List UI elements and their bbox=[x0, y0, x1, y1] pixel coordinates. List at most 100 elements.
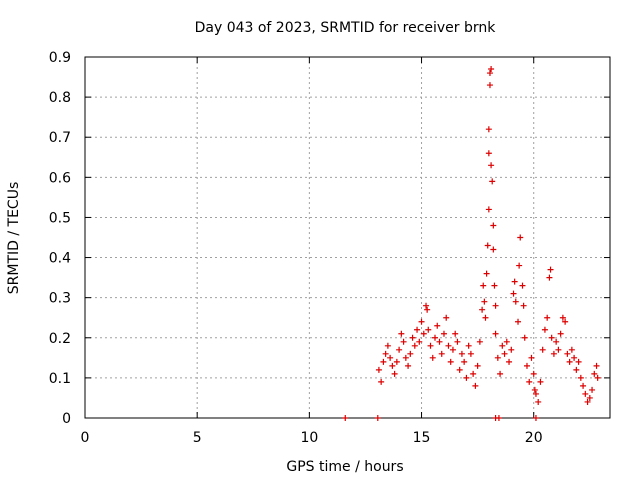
data-point-marker bbox=[555, 346, 562, 353]
y-tick-label: 0 bbox=[62, 411, 71, 427]
x-tick-label: 15 bbox=[413, 430, 431, 446]
data-point-marker bbox=[384, 342, 391, 349]
data-point-marker bbox=[463, 374, 470, 381]
data-point-marker bbox=[582, 390, 589, 397]
data-point-marker bbox=[586, 394, 593, 401]
data-point-marker bbox=[454, 338, 461, 345]
data-point-marker bbox=[546, 274, 553, 281]
data-point-marker bbox=[511, 278, 518, 285]
data-point-marker bbox=[539, 346, 546, 353]
data-point-marker bbox=[532, 415, 539, 421]
axis-ticks bbox=[84, 56, 610, 419]
data-point-marker bbox=[532, 390, 539, 397]
y-tick-label: 0.8 bbox=[49, 90, 71, 106]
y-axis-label: SRMTID / TECUs bbox=[6, 182, 22, 295]
data-point-marker bbox=[577, 374, 584, 381]
data-points bbox=[342, 66, 601, 421]
data-point-marker bbox=[374, 415, 381, 421]
grid-lines bbox=[85, 57, 610, 418]
y-tick-label: 0.1 bbox=[49, 371, 71, 387]
data-point-marker bbox=[416, 338, 423, 345]
data-point-marker bbox=[490, 246, 497, 253]
data-point-marker bbox=[535, 398, 542, 405]
data-point-marker bbox=[481, 298, 488, 305]
data-point-marker bbox=[443, 314, 450, 321]
x-tick-label: 20 bbox=[525, 430, 543, 446]
data-point-marker bbox=[503, 338, 510, 345]
data-point-marker bbox=[521, 334, 528, 341]
data-point-marker bbox=[461, 358, 468, 365]
data-point-marker bbox=[400, 338, 407, 345]
data-point-marker bbox=[566, 358, 573, 365]
data-point-marker bbox=[445, 342, 452, 349]
data-point-marker bbox=[553, 338, 560, 345]
data-point-marker bbox=[447, 358, 454, 365]
data-point-marker bbox=[467, 350, 474, 357]
data-point-marker bbox=[484, 242, 491, 249]
data-point-marker bbox=[405, 362, 412, 369]
data-point-marker bbox=[550, 350, 557, 357]
data-point-marker bbox=[510, 290, 517, 297]
data-point-marker bbox=[449, 346, 456, 353]
data-point-marker bbox=[523, 362, 530, 369]
data-point-marker bbox=[411, 342, 418, 349]
data-point-marker bbox=[557, 330, 564, 337]
data-point-marker bbox=[492, 302, 499, 309]
data-point-marker bbox=[436, 338, 443, 345]
x-tick-labels: 0 5 10 15 20 bbox=[81, 430, 543, 446]
data-point-marker bbox=[564, 350, 571, 357]
plot-frame bbox=[84, 56, 611, 419]
data-point-marker bbox=[531, 386, 538, 393]
data-point-marker bbox=[393, 358, 400, 365]
x-tick-label: 10 bbox=[300, 430, 318, 446]
data-point-marker bbox=[465, 342, 472, 349]
x-tick-label: 0 bbox=[81, 430, 90, 446]
data-point-marker bbox=[407, 350, 414, 357]
data-point-marker bbox=[440, 330, 447, 337]
data-point-marker bbox=[573, 366, 580, 373]
data-point-marker bbox=[501, 350, 508, 357]
data-point-marker bbox=[472, 382, 479, 389]
data-point-marker bbox=[402, 354, 409, 361]
data-point-marker bbox=[594, 374, 601, 381]
data-point-marker bbox=[488, 162, 495, 169]
data-point-marker bbox=[452, 330, 459, 337]
data-point-marker bbox=[517, 234, 524, 241]
data-point-marker bbox=[380, 358, 387, 365]
data-point-marker bbox=[489, 178, 496, 185]
data-point-marker bbox=[427, 342, 434, 349]
data-point-marker bbox=[568, 346, 575, 353]
data-point-marker bbox=[425, 326, 432, 333]
data-point-marker bbox=[486, 82, 493, 89]
data-point-marker bbox=[562, 318, 569, 325]
y-tick-labels: 0 0.1 0.2 0.3 0.4 0.5 0.6 0.7 0.8 0.9 bbox=[49, 50, 71, 427]
data-point-marker bbox=[378, 378, 385, 385]
data-point-marker bbox=[559, 314, 566, 321]
x-tick-label: 5 bbox=[193, 430, 202, 446]
y-tick-label: 0.6 bbox=[49, 170, 71, 186]
data-point-marker bbox=[528, 354, 535, 361]
data-point-marker bbox=[420, 330, 427, 337]
y-tick-label: 0.5 bbox=[49, 210, 71, 226]
data-point-marker bbox=[508, 346, 515, 353]
data-point-marker bbox=[547, 266, 554, 273]
data-point-marker bbox=[526, 378, 533, 385]
data-point-marker bbox=[418, 318, 425, 325]
data-point-marker bbox=[485, 206, 492, 213]
x-axis-label: GPS time / hours bbox=[286, 459, 403, 475]
data-point-marker bbox=[389, 362, 396, 369]
data-point-marker bbox=[480, 282, 487, 289]
data-point-marker bbox=[476, 338, 483, 345]
data-point-marker bbox=[387, 354, 394, 361]
data-point-marker bbox=[571, 354, 578, 361]
data-point-marker bbox=[342, 415, 349, 421]
y-tick-label: 0.3 bbox=[49, 291, 71, 307]
data-point-marker bbox=[409, 334, 416, 341]
data-point-marker bbox=[423, 302, 430, 309]
data-point-marker bbox=[516, 262, 523, 269]
data-point-marker bbox=[589, 386, 596, 393]
data-point-marker bbox=[479, 306, 486, 313]
data-point-marker bbox=[474, 362, 481, 369]
data-point-marker bbox=[391, 370, 398, 377]
